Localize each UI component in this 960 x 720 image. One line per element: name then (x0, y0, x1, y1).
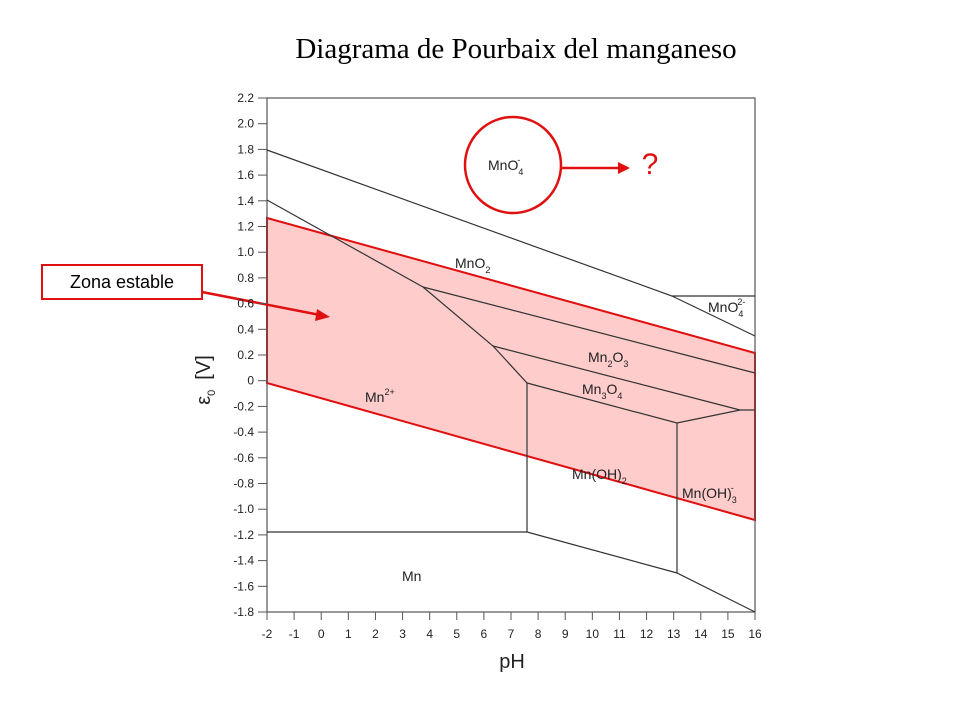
region-label: MnO4 2- (708, 297, 745, 319)
region-label: Mn3O4 (582, 381, 622, 401)
y-label-part: [V] (193, 355, 215, 379)
y-tick-label: -0.8 (233, 477, 254, 491)
label-part: Mn(OH) (572, 466, 622, 482)
y-tick-label: -1.8 (233, 605, 254, 619)
y-tick-label: 1.6 (237, 168, 254, 182)
x-tick-label: 4 (426, 627, 433, 641)
x-tick-label: 2 (372, 627, 379, 641)
y-tick-label: 0.4 (237, 322, 254, 336)
x-tick-label: 5 (453, 627, 460, 641)
x-tick-label: 9 (562, 627, 569, 641)
y-tick-label: 0.2 (237, 348, 254, 362)
x-tick-label: 12 (640, 627, 654, 641)
highlight-circle (463, 115, 563, 215)
label-part: Mn (588, 349, 607, 365)
label-part: O (606, 381, 617, 397)
x-tick-label: 13 (667, 627, 681, 641)
label-part: O (612, 349, 623, 365)
region-label: Mn(OH)3 - (682, 483, 737, 505)
stable-zone (266, 216, 756, 522)
y-tick-label: 2.2 (237, 91, 254, 105)
label-part: 2 (607, 359, 612, 369)
region-label: Mn(OH)2 (572, 466, 627, 486)
y-tick-label: -1.6 (233, 579, 254, 593)
x-tick-label: -1 (289, 627, 300, 641)
x-tick-label: 0 (318, 627, 325, 641)
x-tick-label: 7 (508, 627, 515, 641)
label-part: 3 (732, 495, 737, 505)
label-part: 2 (485, 265, 490, 275)
region-label: Mn2O3 (588, 349, 628, 369)
y-tick-label: 2.0 (237, 117, 254, 131)
stable-zone-label: Zona estable (70, 272, 174, 292)
region-label: MnO4 - (488, 155, 523, 177)
label-part: - (731, 483, 734, 493)
label-part: 4 (738, 309, 743, 319)
x-tick-label: 16 (748, 627, 762, 641)
x-tick-label: -2 (262, 627, 273, 641)
label-part: 2+ (384, 387, 394, 397)
y-tick-label: -0.6 (233, 451, 254, 465)
label-part: 3 (601, 391, 606, 401)
y-tick-label: -0.4 (233, 425, 254, 439)
y-tick-label: -1.4 (233, 554, 254, 568)
stable-zone-box (41, 264, 203, 300)
region-label: MnO2 (455, 255, 490, 275)
x-tick-label: 15 (721, 627, 735, 641)
label-part: MnO (708, 299, 738, 315)
y-tick-label: 0.6 (237, 297, 254, 311)
label-part: Mn(OH) (682, 485, 732, 501)
y-tick-label: 1.2 (237, 220, 254, 234)
x-axis-label: pH (499, 651, 525, 673)
label-part: 2- (737, 297, 745, 307)
y-axis-label: ε0 [V] (193, 355, 218, 405)
label-part: - (517, 155, 520, 165)
y-tick-label: -1.2 (233, 528, 254, 542)
x-tick-label: 1 (345, 627, 352, 641)
y-tick-label: 1.8 (237, 142, 254, 156)
label-part: 3 (623, 359, 628, 369)
region-label: Mn (402, 568, 421, 584)
label-part: Mn (365, 389, 384, 405)
label-part: MnO (488, 157, 518, 173)
y-label-part: 0 (206, 390, 218, 396)
y-label-part: ε (193, 396, 215, 405)
y-tick-label: 1.0 (237, 245, 254, 259)
title: Diagrama de Pourbaix del manganeso (295, 33, 736, 65)
x-tick-label: 6 (481, 627, 488, 641)
x-tick-label: 14 (694, 627, 708, 641)
x-tick-label: 10 (586, 627, 600, 641)
y-tick-label: 0.8 (237, 271, 254, 285)
arrow-head (618, 162, 630, 174)
y-tick-label: -1.0 (233, 502, 254, 516)
label-part: 4 (617, 391, 622, 401)
label-part: Mn (582, 381, 601, 397)
y-tick-label: -0.2 (233, 399, 254, 413)
label-part: MnO (455, 255, 485, 271)
x-tick-label: 3 (399, 627, 406, 641)
x-tick-label: 11 (613, 627, 626, 641)
arrow-head (315, 309, 330, 321)
y-tick-label: 1.4 (237, 194, 254, 208)
region-label: Mn2+ (365, 387, 395, 405)
question-mark: ? (642, 148, 659, 181)
label-part: Mn (402, 568, 421, 584)
y-tick-label: 0 (247, 374, 254, 388)
boundaries (266, 149, 756, 613)
label-part: 2 (622, 476, 627, 486)
label-part: 4 (518, 167, 523, 177)
x-tick-label: 8 (535, 627, 542, 641)
